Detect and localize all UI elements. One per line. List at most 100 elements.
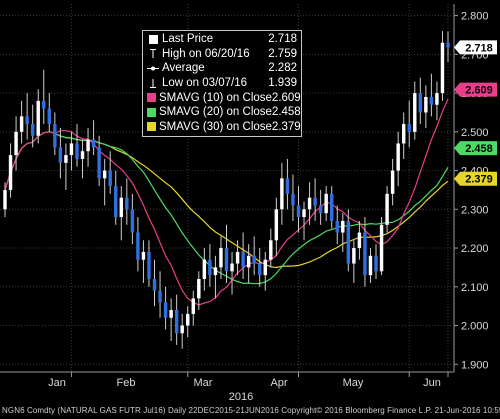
legend-row-low: Low on 03/07/16 1.939 — [143, 76, 301, 91]
x-tick-label: Jun — [423, 377, 441, 389]
candle — [440, 31, 445, 101]
candle-body — [390, 170, 395, 194]
candle-body — [352, 248, 356, 264]
candle — [413, 81, 417, 140]
legend-label: SMAVG (20) on Close — [159, 106, 272, 119]
candle-body — [136, 232, 140, 260]
candle-body — [335, 220, 339, 233]
candle-body — [3, 189, 7, 210]
candle — [186, 306, 190, 338]
candle — [158, 271, 162, 318]
candle-body — [252, 255, 256, 264]
candle-body — [191, 298, 195, 314]
y-tick-label: 1.900 — [461, 359, 489, 371]
candle-body — [180, 325, 184, 334]
candle-body — [429, 96, 434, 105]
candle — [80, 139, 85, 179]
candle-body — [285, 178, 290, 194]
candle — [119, 186, 124, 241]
price-tag-label: 2.458 — [465, 143, 493, 155]
candle — [352, 240, 356, 283]
candle-body — [47, 108, 52, 125]
candle — [163, 286, 168, 330]
candle-body — [125, 197, 129, 210]
candle — [379, 217, 384, 276]
y-tick-label: 2.800 — [461, 11, 489, 23]
candle — [418, 77, 423, 125]
candle-body — [318, 205, 323, 214]
legend-value: 2.379 — [271, 120, 301, 133]
candle-body — [30, 124, 35, 136]
candle — [130, 193, 135, 245]
candle — [91, 120, 96, 156]
candle-body — [213, 267, 218, 276]
price-tag-label: 2.718 — [465, 42, 493, 54]
candle-body — [235, 251, 240, 264]
candle-body — [197, 279, 201, 299]
y-tick-label: 2.000 — [461, 321, 489, 333]
candle — [64, 143, 68, 190]
legend-row-smavg-10: SMAVG (10) on Close 2.609 — [143, 90, 301, 105]
price-tag-bg — [454, 40, 497, 55]
candle — [269, 228, 273, 268]
y-tick-label: 2.100 — [461, 282, 489, 294]
legend-value: 1.939 — [268, 77, 297, 90]
candle-body — [147, 251, 151, 280]
candle — [75, 124, 79, 167]
candle-body — [69, 143, 74, 156]
candle — [208, 244, 212, 287]
candle — [274, 197, 279, 256]
candle — [396, 131, 400, 187]
price-tag: 2.458 — [454, 141, 497, 156]
candlesticks — [3, 31, 450, 349]
candle — [246, 244, 251, 283]
candle — [197, 271, 201, 311]
candle — [263, 251, 267, 291]
candle-body — [14, 131, 18, 156]
legend-label: Average — [162, 62, 205, 75]
candle-body — [374, 255, 378, 272]
square-icon — [147, 92, 156, 103]
y-tick-label: 2.500 — [461, 127, 489, 139]
x-year-label: 2016 — [229, 391, 253, 403]
candle — [102, 158, 107, 206]
candle-body — [291, 193, 295, 206]
candle-body — [368, 255, 373, 276]
candle-body — [446, 42, 450, 48]
smavg-10-line — [4, 98, 449, 306]
chart-legend: Last Price 2.718 High on 06/20/16 2.759 … — [142, 30, 302, 138]
low-marker-icon — [147, 78, 159, 89]
candle — [280, 162, 284, 225]
candle — [191, 290, 195, 326]
candle — [401, 112, 406, 159]
candle — [3, 182, 7, 218]
candle-body — [357, 232, 362, 249]
candle-body — [307, 197, 312, 210]
price-tag: 2.609 — [454, 82, 497, 97]
legend-label: Last Price — [162, 33, 214, 46]
candle-body — [401, 124, 406, 144]
candle-body — [58, 147, 63, 163]
candle-body — [152, 279, 157, 291]
candle-body — [246, 255, 251, 268]
legend-label: High on 06/20/16 — [162, 47, 250, 60]
candle — [141, 240, 146, 283]
candle — [219, 236, 223, 280]
candle — [307, 182, 312, 225]
candle — [252, 236, 256, 276]
candle-body — [102, 170, 107, 179]
candle-body — [274, 209, 279, 241]
candle — [86, 127, 90, 167]
legend-label: SMAVG (10) on Close — [159, 91, 272, 104]
price-tag-bg — [454, 82, 497, 97]
candle — [241, 232, 245, 280]
candle-body — [130, 209, 135, 233]
candle — [25, 93, 29, 140]
candle-body — [385, 193, 389, 225]
candle — [258, 248, 262, 287]
candle-body — [8, 155, 13, 190]
candle — [446, 31, 450, 63]
candle — [169, 298, 173, 342]
candle — [36, 89, 40, 144]
